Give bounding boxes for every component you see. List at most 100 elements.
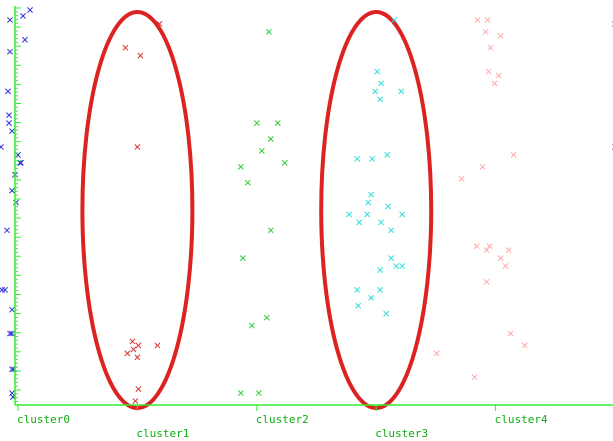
data-point-stroke [356,219,363,226]
x-tick-label: cluster1 [136,427,189,440]
data-point [5,88,11,95]
data-point-stroke [9,128,15,135]
data-point-stroke [130,346,137,353]
data-point [372,88,379,95]
data-point [510,151,517,158]
data-point [399,211,406,218]
data-point [9,330,15,337]
x-tick-labels: cluster0 cluster1 cluster2 cluster3 cluster4… [17,413,548,440]
data-point [137,52,144,59]
data-point [9,128,15,135]
data-point-stroke [265,28,272,35]
data-point [267,227,274,234]
data-point-stroke [258,147,265,154]
data-point-stroke [6,112,12,119]
data-point-stroke [471,374,478,381]
data-point [130,346,137,353]
data-point [134,143,141,150]
data-point-stroke [399,211,406,218]
data-point-stroke [255,390,262,397]
data-point-stroke [383,310,390,317]
data-point-stroke [7,48,13,55]
data-point [9,187,15,194]
data-point [354,286,361,293]
highlight-ellipse [319,10,434,410]
data-point-stroke [502,263,509,270]
data-point-stroke [385,203,392,210]
data-point [377,96,384,103]
data-point-stroke [497,32,504,39]
data-point-stroke [239,255,246,262]
data-point-stroke [378,219,385,226]
data-point [368,294,375,301]
data-point [473,243,480,250]
data-point-stroke [391,16,398,23]
data-point-stroke [377,267,384,273]
data-point [4,227,10,234]
data-point-stroke [433,350,440,357]
data-point-stroke [281,159,288,166]
data-point [135,342,142,349]
data-point-stroke [364,211,371,218]
data-point [388,255,395,262]
data-point-stroke [137,52,144,59]
data-point [248,322,255,329]
data-point-stroke [474,16,481,23]
data-point-stroke [9,306,15,313]
data-point [239,255,246,262]
x-tick-label: cluster2 [256,413,309,426]
data-point [265,28,272,35]
data-point-stroke [6,120,12,127]
data-point [458,175,465,182]
data-point [124,350,131,357]
data-point [471,374,478,381]
x-tick-label: cluster4 [495,413,548,426]
data-point [7,48,13,55]
data-point [7,330,13,337]
data-point-stroke [17,159,23,166]
data-point [482,28,489,35]
data-point-stroke [134,143,141,150]
data-point-stroke [374,68,381,75]
x-tick-label: cluster3 [375,427,428,440]
data-point [0,143,4,150]
data-point-stroke [458,175,465,182]
data-point [356,219,363,226]
data-point [374,68,381,75]
data-point-stroke [399,263,406,270]
data-point [486,243,493,250]
data-point [385,203,392,210]
data-point [487,44,494,51]
data-point [281,159,288,166]
data-point-stroke [253,120,260,127]
data-point [505,247,512,254]
data-point [122,44,129,51]
data-point [244,179,251,186]
data-point [483,278,490,285]
data-point-stroke [398,88,405,95]
data-point [237,390,244,397]
data-point-stroke [482,28,489,35]
data-point-stroke [135,342,142,349]
data-point-stroke [122,44,129,51]
data-point [483,247,490,254]
data-point [132,398,139,404]
data-point [384,151,391,158]
data-point-stroke [7,330,13,337]
data-point [485,68,492,75]
data-point [354,155,361,162]
highlight-ellipse [80,10,195,410]
data-point-stroke [5,88,11,95]
data-point [156,20,163,27]
data-point-stroke [18,159,24,166]
data-point [479,163,486,170]
data-point-stroke [263,314,270,321]
data-point-stroke [0,143,4,149]
data-point [377,267,384,273]
data-point [346,211,353,218]
data-point-stroke [487,44,494,51]
axes [14,6,613,411]
data-point [355,302,362,309]
data-point-stroke [393,263,400,270]
data-point [255,390,262,397]
